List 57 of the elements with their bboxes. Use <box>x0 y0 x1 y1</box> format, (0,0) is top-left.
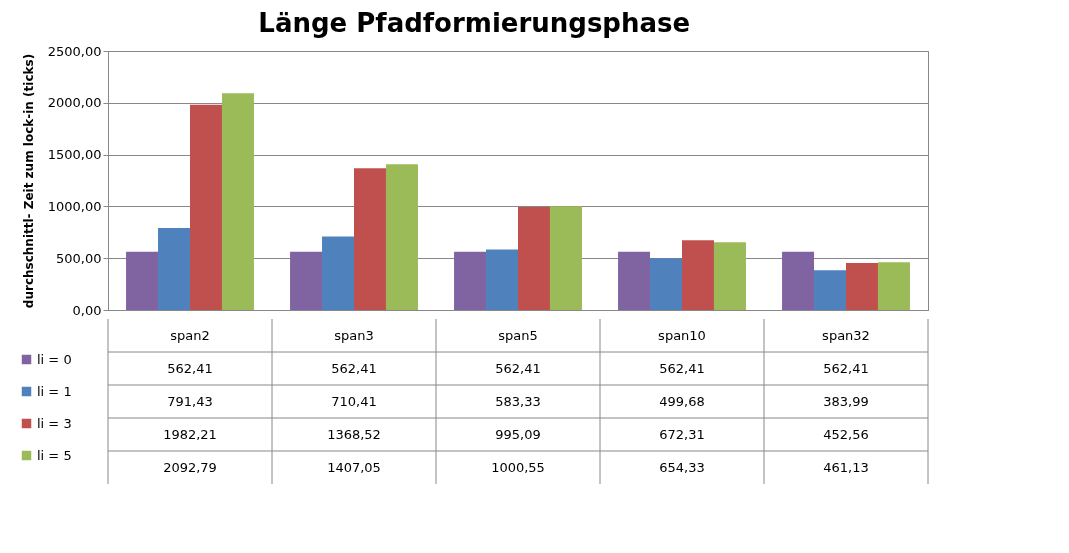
legend-label: li = 1 <box>37 383 72 399</box>
bar <box>549 206 582 310</box>
y-tick-label: 1000,00 <box>47 198 102 214</box>
legend-label: li = 3 <box>37 415 72 431</box>
bar <box>190 104 222 310</box>
y-axis-title: durchschnittl- Zeit zum lock-in (ticks) <box>21 53 36 309</box>
bar <box>682 240 714 310</box>
bar <box>782 251 815 310</box>
bar <box>385 164 418 310</box>
data-label: 562,41 <box>167 360 213 376</box>
y-tick-label: 0,00 <box>72 302 102 318</box>
data-label: 562,41 <box>331 360 377 376</box>
data-label: 562,41 <box>823 360 869 376</box>
bar <box>454 251 487 310</box>
y-tick-label: 2000,00 <box>47 95 102 111</box>
bar <box>846 263 878 310</box>
data-label: 583,33 <box>495 393 541 409</box>
y-tick-label: 500,00 <box>56 250 102 266</box>
data-label: 791,43 <box>167 393 213 409</box>
data-label: 1407,05 <box>327 459 381 475</box>
data-label: 461,13 <box>823 459 869 475</box>
bar <box>221 93 254 310</box>
x-tick-label: span3 <box>334 327 374 343</box>
data-label: 562,41 <box>495 360 541 376</box>
data-label: 654,33 <box>659 459 705 475</box>
data-label: 710,41 <box>331 393 377 409</box>
legend-label: li = 5 <box>37 447 72 463</box>
data-label: 1982,21 <box>163 426 217 442</box>
bar <box>322 236 354 310</box>
chart-title: Länge Pfadformierungsphase <box>258 7 691 38</box>
data-label: 995,09 <box>495 426 541 442</box>
x-tick-label: span5 <box>498 327 538 343</box>
x-tick-label: span10 <box>658 327 706 343</box>
data-label: 1000,55 <box>491 459 545 475</box>
bar <box>290 251 323 310</box>
bar <box>877 262 910 310</box>
bar <box>814 270 846 310</box>
data-label: 562,41 <box>659 360 705 376</box>
data-label: 2092,79 <box>163 459 217 475</box>
data-label: 452,56 <box>823 426 869 442</box>
x-tick-label: span2 <box>170 327 210 343</box>
data-label: 383,99 <box>823 393 869 409</box>
data-label: 672,31 <box>659 426 705 442</box>
bar <box>126 251 159 310</box>
bar <box>650 258 682 310</box>
bar <box>354 168 386 310</box>
bar <box>158 228 190 310</box>
bar <box>518 206 550 310</box>
bar <box>713 242 746 310</box>
legend-label: li = 0 <box>37 351 72 367</box>
y-tick-label: 2500,00 <box>47 43 102 59</box>
data-label: 1368,52 <box>327 426 381 442</box>
y-tick-label: 1500,00 <box>47 147 102 163</box>
bar <box>486 249 518 310</box>
data-label: 499,68 <box>659 393 705 409</box>
bar <box>618 251 651 310</box>
x-tick-label: span32 <box>822 327 870 343</box>
